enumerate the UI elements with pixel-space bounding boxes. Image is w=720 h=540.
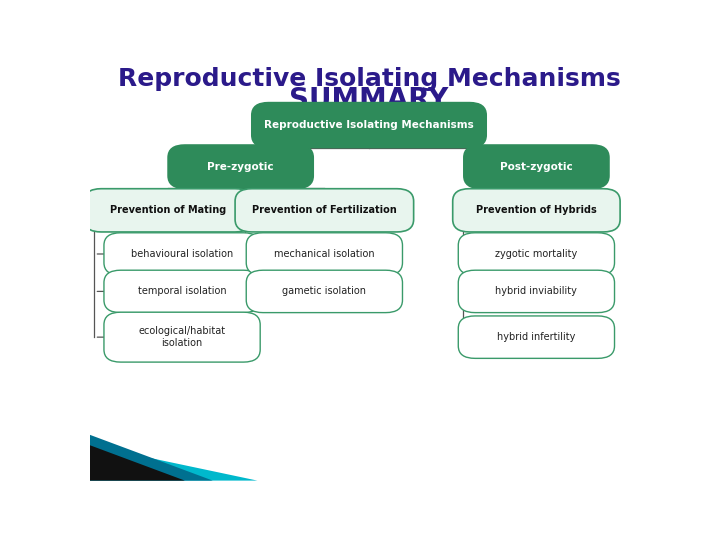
FancyBboxPatch shape: [464, 145, 609, 188]
FancyBboxPatch shape: [104, 270, 260, 313]
Text: zygotic mortality: zygotic mortality: [495, 249, 577, 259]
FancyBboxPatch shape: [84, 188, 252, 232]
FancyBboxPatch shape: [235, 188, 414, 232]
Polygon shape: [90, 446, 258, 481]
Text: temporal isolation: temporal isolation: [138, 286, 226, 296]
FancyBboxPatch shape: [252, 103, 486, 147]
Text: gametic isolation: gametic isolation: [282, 286, 366, 296]
Text: hybrid infertility: hybrid infertility: [498, 332, 575, 342]
Text: SUMMARY: SUMMARY: [289, 86, 449, 114]
FancyBboxPatch shape: [459, 270, 615, 313]
FancyBboxPatch shape: [459, 316, 615, 359]
Text: Pre-zygotic: Pre-zygotic: [207, 161, 274, 172]
Text: Reproductive Isolating Mechanisms: Reproductive Isolating Mechanisms: [117, 68, 621, 91]
FancyBboxPatch shape: [168, 145, 313, 188]
Polygon shape: [90, 446, 185, 481]
FancyBboxPatch shape: [104, 312, 260, 362]
FancyBboxPatch shape: [459, 233, 615, 275]
FancyBboxPatch shape: [104, 233, 260, 275]
Text: Prevention of Hybrids: Prevention of Hybrids: [476, 205, 597, 215]
FancyBboxPatch shape: [246, 270, 402, 313]
Text: hybrid inviability: hybrid inviability: [495, 286, 577, 296]
Text: ecological/habitat
isolation: ecological/habitat isolation: [138, 326, 225, 348]
Text: Prevention of Fertilization: Prevention of Fertilization: [252, 205, 397, 215]
Polygon shape: [90, 435, 213, 481]
Text: behavioural isolation: behavioural isolation: [131, 249, 233, 259]
Text: Prevention of Mating: Prevention of Mating: [110, 205, 226, 215]
Text: mechanical isolation: mechanical isolation: [274, 249, 374, 259]
FancyBboxPatch shape: [453, 188, 620, 232]
FancyBboxPatch shape: [246, 233, 402, 275]
Text: Reproductive Isolating Mechanisms: Reproductive Isolating Mechanisms: [264, 120, 474, 130]
Text: Post-zygotic: Post-zygotic: [500, 161, 573, 172]
